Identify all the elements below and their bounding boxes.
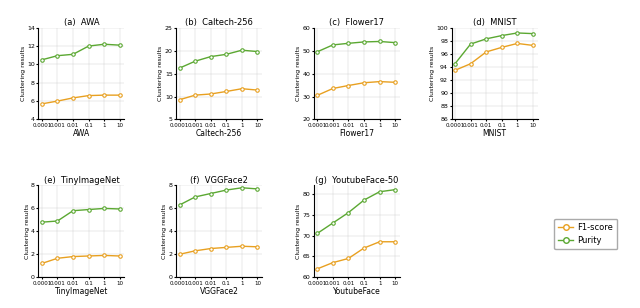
Y-axis label: Clustering results: Clustering results <box>296 204 301 259</box>
Title: (c)  Flower17: (c) Flower17 <box>330 18 385 27</box>
Legend: F1-score, Purity: F1-score, Purity <box>554 219 618 249</box>
X-axis label: Caltech-256: Caltech-256 <box>196 129 243 138</box>
X-axis label: TinyImageNet: TinyImageNet <box>55 287 108 296</box>
X-axis label: MNIST: MNIST <box>483 129 507 138</box>
Title: (g)  YoutubeFace-50: (g) YoutubeFace-50 <box>315 176 399 185</box>
Y-axis label: Clustering results: Clustering results <box>20 46 26 101</box>
Y-axis label: Clustering results: Clustering results <box>296 46 301 101</box>
Y-axis label: Clustering results: Clustering results <box>430 46 435 101</box>
X-axis label: YoutubeFace: YoutubeFace <box>333 287 381 296</box>
X-axis label: Flower17: Flower17 <box>339 129 374 138</box>
Title: (e)  TinyImageNet: (e) TinyImageNet <box>44 176 119 185</box>
Title: (b)  Caltech-256: (b) Caltech-256 <box>185 18 253 27</box>
X-axis label: AWA: AWA <box>73 129 90 138</box>
Title: (f)  VGGFace2: (f) VGGFace2 <box>190 176 248 185</box>
X-axis label: VGGFace2: VGGFace2 <box>200 287 239 296</box>
Y-axis label: Clustering results: Clustering results <box>24 204 29 259</box>
Title: (d)  MNIST: (d) MNIST <box>473 18 516 27</box>
Y-axis label: Clustering results: Clustering results <box>158 46 163 101</box>
Title: (a)  AWA: (a) AWA <box>63 18 99 27</box>
Y-axis label: Clustering results: Clustering results <box>163 204 167 259</box>
